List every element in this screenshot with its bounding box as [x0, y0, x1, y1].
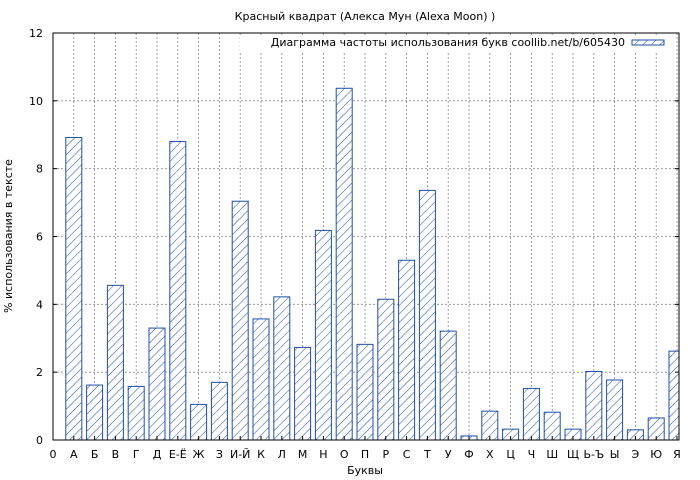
- y-axis: 0 2 4 6 8 10 12: [29, 27, 679, 447]
- bar-7: [190, 403, 208, 441]
- bar-19: [439, 330, 457, 441]
- bars: [65, 87, 680, 441]
- legend: Диаграмма частоты использования букв coo…: [240, 35, 672, 51]
- x-tick-label: Е-Ё: [169, 448, 187, 461]
- y-tick-label: 10: [29, 95, 43, 108]
- bar-17: [398, 259, 416, 441]
- y-tick-label: 2: [36, 366, 43, 379]
- bar-14: [335, 87, 353, 441]
- x-tick-label: Ю: [650, 448, 662, 461]
- x-tick-label: О: [340, 448, 349, 461]
- x-tick-label: Р: [382, 448, 389, 461]
- bar-1: [65, 136, 83, 441]
- x-tick-label: А: [70, 448, 78, 461]
- x-tick-label: Ц: [506, 448, 515, 461]
- x-tick-label: Я: [673, 448, 681, 461]
- legend-label: Диаграмма частоты использования букв coo…: [271, 36, 625, 49]
- bar-26: [585, 370, 603, 441]
- x-tick-label: К: [257, 448, 265, 461]
- x-tick-label-origin: 0: [50, 448, 57, 461]
- bar-5: [148, 327, 166, 441]
- x-tick-label: И-Й: [230, 448, 250, 461]
- bar-10: [252, 318, 270, 441]
- y-tick-label: 6: [36, 231, 43, 244]
- grid-lines: [53, 33, 679, 440]
- x-tick-label: Ш: [546, 448, 558, 461]
- x-tick-label: Т: [423, 448, 431, 461]
- x-tick-label: Х: [486, 448, 494, 461]
- x-tick-label: Ч: [528, 448, 536, 461]
- x-tick-label: З: [216, 448, 223, 461]
- x-tick-label: У: [445, 448, 452, 461]
- bar-3: [106, 284, 124, 441]
- chart-title: Красный квадрат (Алекса Мун (Alexa Moon)…: [235, 10, 496, 23]
- x-tick-label: Д: [153, 448, 162, 461]
- bar-13: [314, 229, 332, 441]
- x-axis: 0 А Б В Г Д Е-Ё Ж З И-Й К Л М Н О П Р С Т У Ф Х Ц Ч Ш Щ Ь-Ъ Ы Э Ю Я: [50, 436, 681, 461]
- bar-16: [377, 298, 395, 441]
- bar-18: [418, 189, 436, 441]
- x-tick-label: В: [112, 448, 120, 461]
- x-tick-label: Н: [319, 448, 327, 461]
- x-axis-label: Буквы: [347, 464, 383, 477]
- bar-24: [543, 411, 561, 441]
- x-tick-label: Ф: [464, 448, 473, 461]
- x-tick-label: Э: [632, 448, 640, 461]
- bar-9: [231, 200, 249, 441]
- bar-2: [86, 384, 104, 441]
- bar-11: [273, 296, 291, 441]
- x-tick-label: Л: [278, 448, 286, 461]
- x-tick-label: Г: [133, 448, 140, 461]
- bar-4: [127, 385, 145, 441]
- x-tick-label: Ж: [193, 448, 205, 461]
- bar-15: [356, 343, 374, 441]
- bar-21: [481, 410, 499, 441]
- x-tick-label: П: [361, 448, 369, 461]
- bar-23: [522, 387, 540, 441]
- bar-6: [169, 141, 187, 441]
- bar-12: [294, 346, 312, 441]
- x-tick-label: Ь-Ъ: [583, 448, 604, 461]
- y-tick-label: 8: [36, 163, 43, 176]
- x-tick-label: С: [403, 448, 411, 461]
- legend-swatch: [631, 39, 665, 46]
- y-axis-label: % использования в тексте: [2, 159, 15, 313]
- x-tick-label: Ы: [610, 448, 620, 461]
- x-tick-label: Б: [91, 448, 99, 461]
- bar-8: [210, 381, 228, 441]
- legend-background: [240, 35, 672, 51]
- bar-30: [668, 350, 680, 441]
- x-tick-label: Щ: [567, 448, 579, 461]
- x-tick-label: М: [298, 448, 308, 461]
- y-tick-label: 0: [36, 434, 43, 447]
- y-tick-label: 12: [29, 27, 43, 40]
- bar-27: [606, 379, 624, 441]
- y-tick-label: 4: [36, 298, 43, 311]
